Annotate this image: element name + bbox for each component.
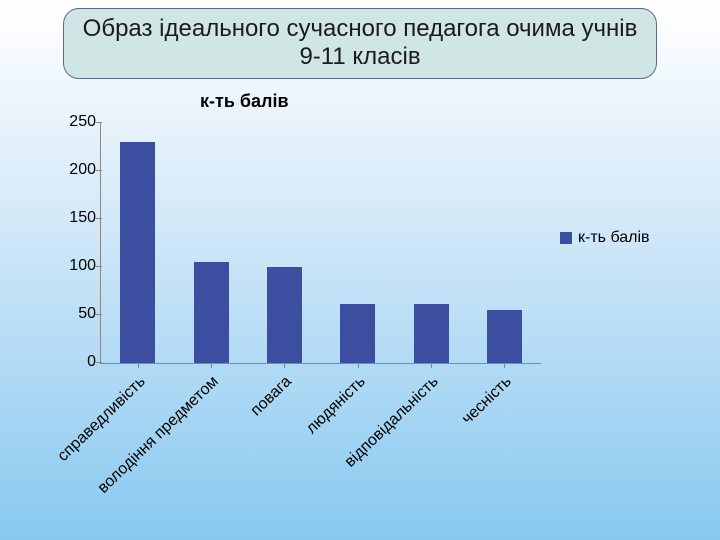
legend-swatch — [560, 232, 572, 244]
x-tick-label: чесність — [359, 373, 515, 525]
x-tick-mark — [211, 363, 212, 368]
legend: к-ть балів — [560, 229, 650, 247]
bar — [340, 304, 375, 364]
chart-area: к-ть балів к-ть балів 050100150200250спр… — [0, 79, 720, 539]
plot-region — [100, 123, 541, 364]
x-tick-label: повага — [139, 373, 295, 525]
x-tick-mark — [431, 363, 432, 368]
legend-label: к-ть балів — [578, 229, 650, 247]
x-tick-mark — [138, 363, 139, 368]
y-tick-label: 200 — [60, 161, 96, 179]
x-tick-label: людяність — [213, 373, 369, 525]
chart-title: к-ть балів — [200, 91, 289, 112]
x-tick-label: відповідальність — [286, 373, 442, 525]
y-tick-label: 50 — [60, 305, 96, 323]
bar — [194, 262, 229, 363]
bar — [120, 142, 155, 363]
y-tick-label: 0 — [60, 353, 96, 371]
y-tick-label: 250 — [60, 113, 96, 131]
bar — [267, 267, 302, 363]
y-tick-label: 100 — [60, 257, 96, 275]
page-title-box: Образ ідеального сучасного педагога очим… — [63, 8, 657, 79]
bar — [487, 310, 522, 363]
x-tick-mark — [358, 363, 359, 368]
x-tick-label: володіння предметом — [66, 373, 222, 525]
x-tick-mark — [284, 363, 285, 368]
y-tick-label: 150 — [60, 209, 96, 227]
x-tick-mark — [504, 363, 505, 368]
bar — [414, 304, 449, 364]
page-title-text: Образ ідеального сучасного педагога очим… — [83, 15, 638, 70]
